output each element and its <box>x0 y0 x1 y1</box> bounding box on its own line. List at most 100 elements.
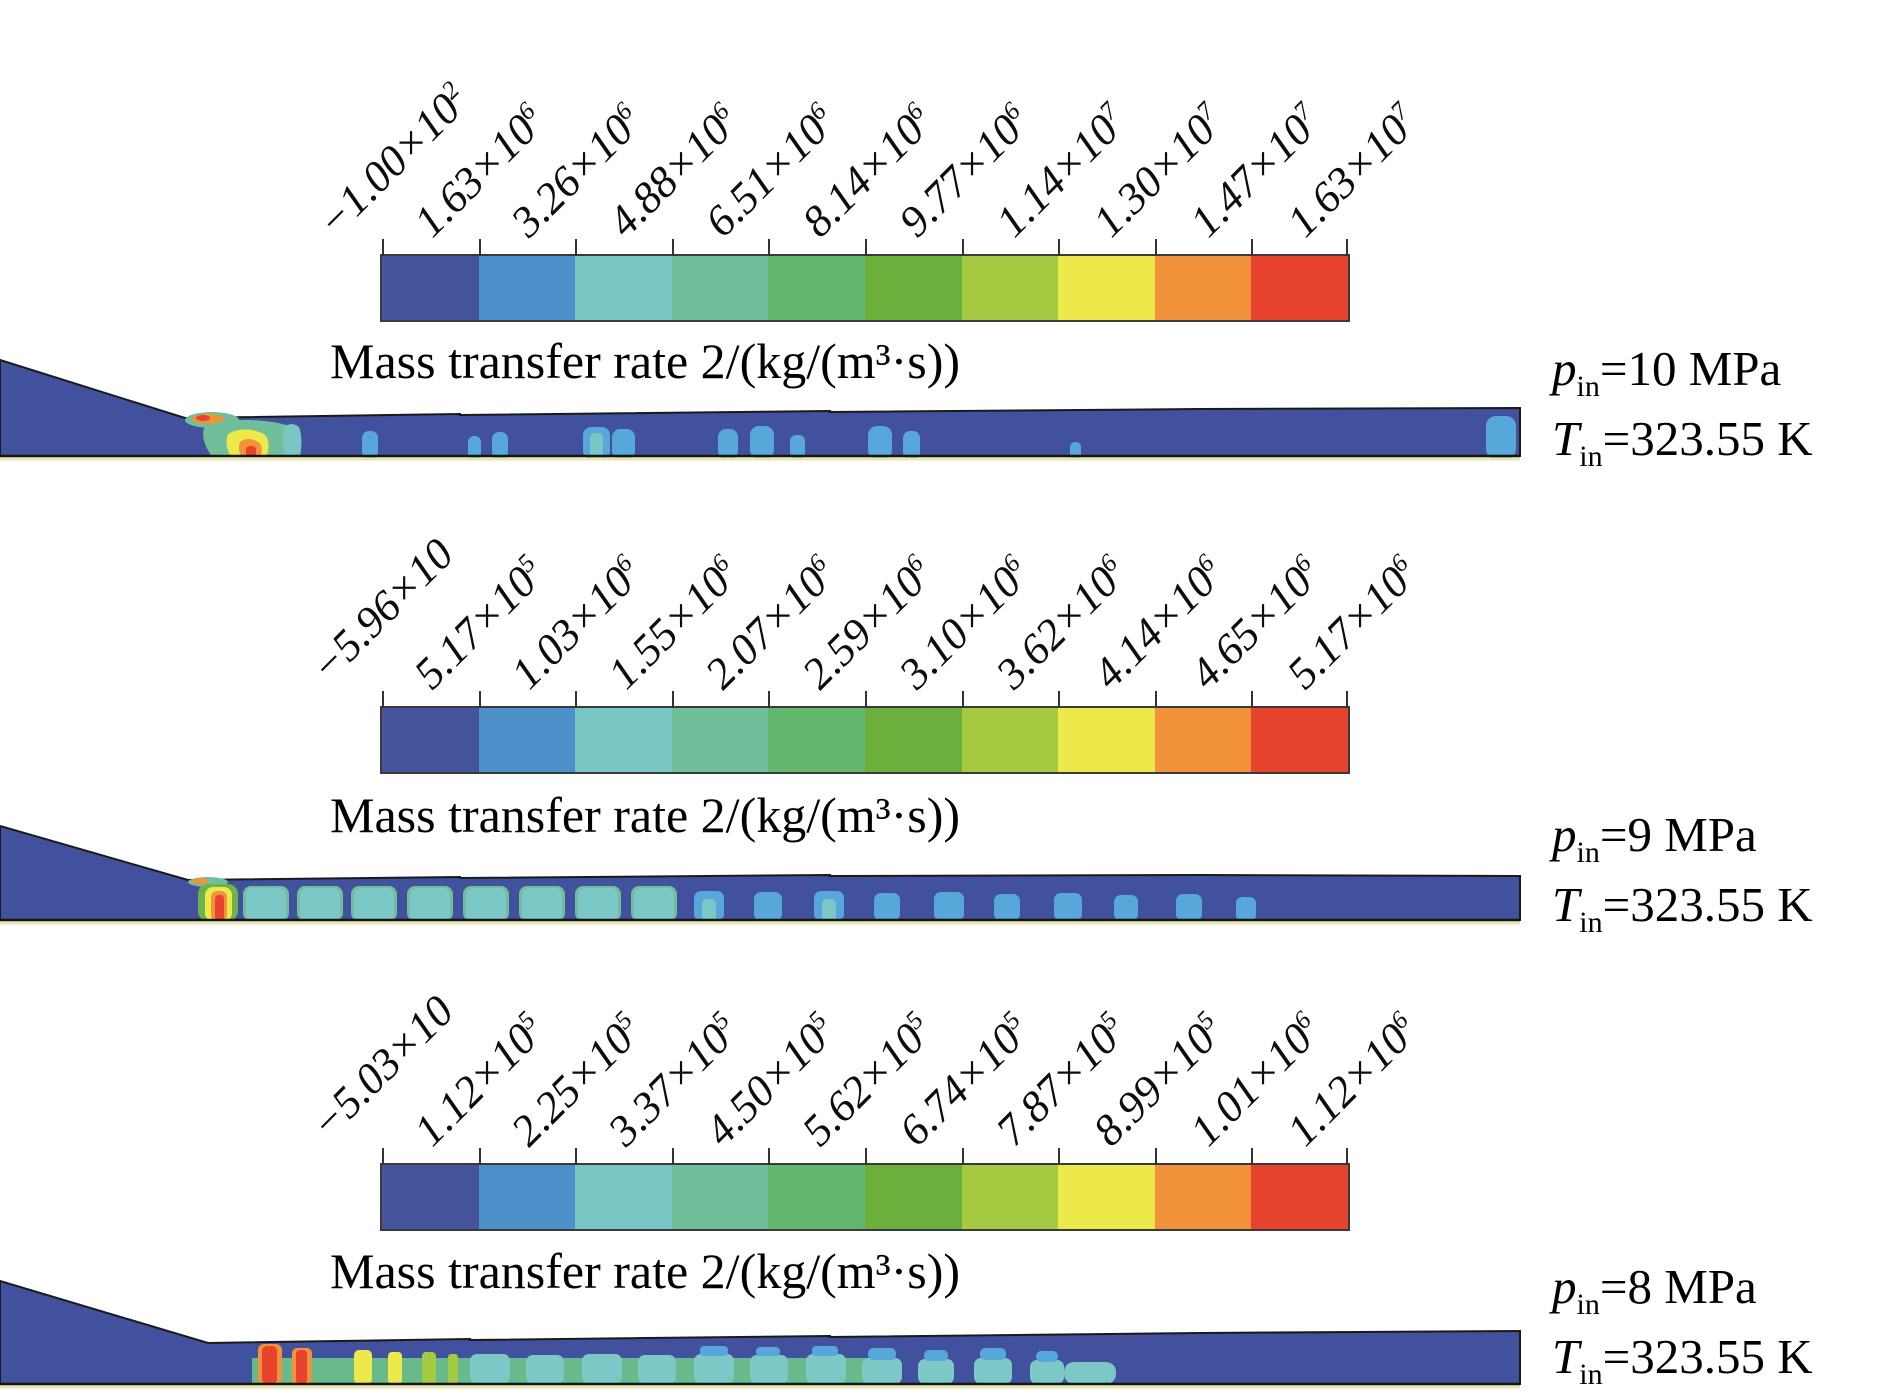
cavitation-region <box>252 1344 1116 1384</box>
cavitation-region <box>188 877 1256 921</box>
vapor-blob <box>362 431 378 459</box>
colorbar-tick-label: 1.30×107 <box>1083 96 1225 247</box>
colorbar-tick <box>575 239 578 256</box>
colorbar-tick <box>671 691 674 708</box>
colorbar-tick <box>575 691 578 708</box>
colorbar-tick <box>1251 239 1254 256</box>
vapor-blob <box>903 431 920 459</box>
vapor-blob <box>282 424 302 457</box>
colorbar-tick-label: 2.07×106 <box>695 548 837 699</box>
colorbar-tick-label: 1.55×106 <box>598 548 740 699</box>
vapor-blob <box>790 435 805 459</box>
colorbar-segment <box>1251 256 1348 320</box>
colorbar-tick-label: 1.14×107 <box>986 96 1128 247</box>
colorbar-tick-label: −5.03×10 <box>300 986 463 1149</box>
vapor-blob <box>196 415 210 421</box>
colorbar-segment <box>961 1165 1059 1229</box>
vapor-blob <box>246 445 256 457</box>
colorbar-tick <box>575 1148 578 1165</box>
colorbar-tick <box>478 691 481 708</box>
colorbar-tick <box>671 239 674 256</box>
contour-plot-pin8 <box>0 1279 1521 1389</box>
vapor-blob <box>192 878 208 884</box>
temperature-symbol: T <box>1552 411 1580 466</box>
colorbar-tick-label: 5.17×106 <box>1277 548 1419 699</box>
colorbar-tick <box>1346 1148 1348 1165</box>
temperature-label: Tin=323.55 K <box>1552 876 1813 937</box>
colorbar-segment <box>478 708 576 772</box>
colorbar-tick-label: 1.12×105 <box>404 1005 546 1156</box>
colorbar-tick-label: 1.12×106 <box>1277 1005 1419 1156</box>
colorbar-segment <box>382 1165 479 1229</box>
colorbar-tick <box>961 1148 964 1165</box>
colorbar-tick <box>865 239 867 256</box>
vapor-blob <box>215 895 224 921</box>
colorbar-tick <box>1154 691 1157 708</box>
colorbar-tick <box>382 691 384 708</box>
vapor-column-train <box>470 1346 846 1384</box>
colorbar-tick-label: 8.99×105 <box>1083 1005 1225 1156</box>
colorbar-tick <box>1346 239 1348 256</box>
temperature-subscript: in <box>1579 1357 1603 1391</box>
pressure-label: pin=8 MPa <box>1552 1258 1757 1319</box>
colorbar-segment <box>575 1165 672 1229</box>
colorbar-segment <box>1058 708 1155 772</box>
colorbar-segment <box>1058 256 1155 320</box>
colorbar-segment <box>864 708 962 772</box>
bottom-wall-outer <box>0 1385 1520 1389</box>
colorbar-segment <box>1154 708 1252 772</box>
colorbar-segment <box>768 708 865 772</box>
colorbar-title: Mass transfer rate 2/(kg/(m³·s)) <box>330 333 961 389</box>
colorbar-tick-label: 5.62×105 <box>792 1005 934 1156</box>
pressure-symbol: p <box>1552 341 1577 396</box>
colorbar-segment <box>671 1165 769 1229</box>
pressure-subscript: in <box>1576 835 1600 869</box>
vapor-blob-row <box>862 1348 1064 1384</box>
temperature-symbol: T <box>1552 1329 1580 1384</box>
colorbar-tick <box>478 1148 481 1165</box>
colorbar-tick <box>1058 691 1061 708</box>
colorbar <box>380 239 1350 322</box>
colorbar-segment <box>768 1165 865 1229</box>
colorbar-tick <box>1058 239 1061 256</box>
colorbar-tick-label: 9.77×106 <box>889 96 1031 247</box>
colorbar-segment <box>382 708 479 772</box>
colorbar-tick-label: 1.63×106 <box>404 96 546 247</box>
colorbar-segment <box>575 708 672 772</box>
temperature-label: Tin=323.55 K <box>1552 1328 1813 1389</box>
vapor-blob <box>468 436 481 459</box>
colorbar-tick-label: 4.88×106 <box>598 96 740 247</box>
colorbar-segment <box>1251 708 1348 772</box>
temperature-subscript: in <box>1579 439 1603 473</box>
pressure-subscript: in <box>1576 1287 1600 1321</box>
vapor-blob <box>868 426 892 459</box>
colorbar-segment <box>575 256 672 320</box>
colorbar-segment <box>768 256 865 320</box>
temperature-value: =323.55 K <box>1602 877 1813 932</box>
colorbar-tick <box>1346 691 1348 708</box>
vapor-streaks <box>258 1344 458 1384</box>
colorbar-tick-label: 3.10×106 <box>889 548 1031 699</box>
pressure-symbol: p <box>1552 1259 1577 1314</box>
vapor-blob <box>750 426 774 459</box>
pressure-subscript: in <box>1576 369 1600 403</box>
colorbar-tick-label: 1.03×106 <box>501 548 643 699</box>
colorbar-segment <box>864 1165 962 1229</box>
vapor-band <box>1064 1362 1116 1384</box>
vapor-blob <box>492 432 508 459</box>
colorbar-tick-label: 5.17×105 <box>404 548 546 699</box>
colorbar-segment <box>1154 1165 1252 1229</box>
colorbar-tick-label: 8.14×106 <box>792 96 934 247</box>
colorbar-tick <box>1251 691 1254 708</box>
contour-plot-pin10 <box>0 358 1521 461</box>
colorbar-tick-label: 4.50×105 <box>695 1005 837 1156</box>
colorbar-segment <box>478 1165 576 1229</box>
colorbar-tick <box>865 691 867 708</box>
colorbar-tick <box>961 239 964 256</box>
contour-plot-pin9 <box>0 824 1521 925</box>
colorbar-tick-label: −5.96×10 <box>300 529 463 692</box>
colorbar <box>380 1148 1350 1231</box>
bottom-wall-outer <box>0 921 1520 925</box>
colorbar-segment <box>671 256 769 320</box>
colorbar-tick <box>961 691 964 708</box>
